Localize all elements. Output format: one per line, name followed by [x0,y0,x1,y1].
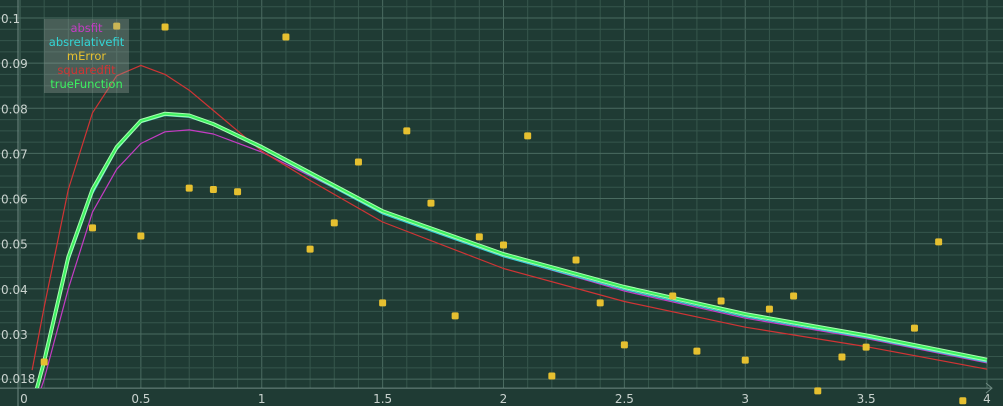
data-point-mError [451,312,459,320]
data-point-mError [524,132,532,140]
series-line-trueFunction [35,112,988,389]
data-point-mError [330,219,338,227]
legend-entry-absfit: absfit [70,21,103,35]
x-tick-label: 0 [20,392,28,406]
data-point-mError [548,372,556,380]
data-point-mError [620,341,628,349]
series-line-absfit [40,129,988,389]
legend-entry-absrelativefit: absrelativefit [48,35,125,49]
data-point-mError [427,199,435,207]
series-line-absrelativefit [36,114,988,389]
series-line-trueFunction-halo [34,111,988,389]
y-tick-label: 0.08 [1,102,28,116]
data-point-mError [40,358,48,366]
y-tick-label: 0.04 [1,283,28,297]
data-point-mError [669,292,677,300]
data-point-mError [741,356,749,364]
data-point-mError [306,245,314,253]
data-point-mError [379,299,387,307]
legend-entry-mError: mError [66,49,107,63]
data-point-mError [113,22,121,30]
x-tick-label: 1 [258,392,266,406]
data-point-mError [89,224,97,232]
data-point-mError [185,184,193,192]
data-point-mError [717,297,725,305]
legend: absfit absrelativefit mError squaredfit true… [44,19,129,93]
y-tick-label: 0.07 [1,147,28,161]
data-point-mError [282,33,290,41]
data-point-mError [209,186,217,194]
data-point-mError [814,387,822,395]
data-point-mError [765,305,773,313]
x-tick-label: 1.5 [373,392,392,406]
data-point-mError [596,299,604,307]
series-line-squaredfit [31,64,988,371]
data-point-mError [161,23,169,31]
data-point-mError [572,256,580,264]
x-tick-label: 4 [983,392,991,406]
data-point-mError [475,233,483,241]
legend-entry-trueFunction: trueFunction [50,77,123,91]
data-point-mError [838,353,846,361]
data-point-mError [500,241,507,249]
data-point-mError [403,127,411,135]
x-tick-label: 3.5 [857,392,876,406]
x-tick-label: 3 [741,392,749,406]
data-point-mError [354,158,362,166]
x-tick-label: 0.5 [131,392,150,406]
x-tick-label: 2 [500,392,508,406]
y-tick-label: 0.05 [1,238,28,252]
y-tick-label: 0.1 [1,12,20,26]
y-tick-label: 0.03 [1,328,28,342]
data-point-mError [862,343,870,351]
data-point-mError [234,188,242,196]
x-tick-label: 2.5 [615,392,634,406]
data-point-mError [790,292,798,300]
x-axis-arrow [985,382,993,394]
data-point-mError [910,324,918,332]
data-point-mError [959,397,967,405]
data-point-mError [693,347,701,355]
y-tick-label: 0.09 [1,57,28,71]
y-tick-label: 0.018 [1,372,35,386]
data-point-mError [137,232,145,240]
y-tick-label: 0.06 [1,193,28,207]
data-point-mError [935,238,943,246]
legend-entry-squaredfit: squaredfit [57,63,116,77]
